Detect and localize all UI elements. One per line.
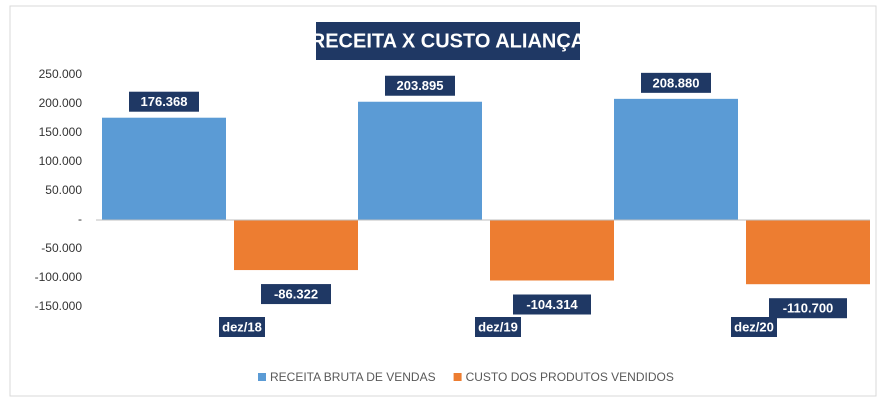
data-label-box <box>385 75 455 96</box>
y-tick-label: 100.000 <box>39 154 83 168</box>
bar <box>746 220 870 285</box>
data-label: 208.880 <box>653 75 700 90</box>
y-tick-label: - <box>78 212 82 226</box>
bar <box>490 220 614 281</box>
x-tick-label-box <box>731 317 777 337</box>
y-tick-label: -50.000 <box>41 241 82 255</box>
x-tick-label: dez/20 <box>734 319 774 334</box>
x-tick-label-box <box>475 317 521 337</box>
bar <box>102 117 226 220</box>
data-label: -104.314 <box>526 297 578 312</box>
bar <box>614 98 738 220</box>
y-tick-label: 250.000 <box>39 67 83 81</box>
y-tick-label: 50.000 <box>45 183 82 197</box>
data-label-box <box>641 72 711 93</box>
data-label: 203.895 <box>397 78 444 93</box>
y-tick-label: -100.000 <box>35 270 83 284</box>
data-label-box <box>261 284 331 305</box>
bar <box>358 101 482 220</box>
legend-swatch <box>453 373 462 381</box>
y-tick-label: -150.000 <box>35 299 83 313</box>
data-label: -110.700 <box>783 301 834 316</box>
x-tick-label: dez/19 <box>478 319 518 334</box>
data-label: 176.368 <box>141 94 188 109</box>
x-tick-label-box <box>219 317 265 337</box>
legend-label: RECEITA BRUTA DE VENDAS <box>270 370 436 384</box>
y-tick-label: 150.000 <box>39 125 83 139</box>
data-label: -86.322 <box>274 287 318 302</box>
title-box <box>316 22 580 60</box>
x-tick-label: dez/18 <box>222 319 262 334</box>
data-label-box <box>513 294 591 315</box>
legend-label: CUSTO DOS PRODUTOS VENDIDOS <box>466 370 674 384</box>
bar <box>234 220 358 271</box>
y-tick-label: 200.000 <box>39 96 83 110</box>
chart-title: RECEITA X CUSTO ALIANÇA <box>311 30 585 52</box>
legend-swatch <box>258 373 266 381</box>
data-label-box <box>129 91 199 112</box>
data-label-box <box>769 298 847 319</box>
